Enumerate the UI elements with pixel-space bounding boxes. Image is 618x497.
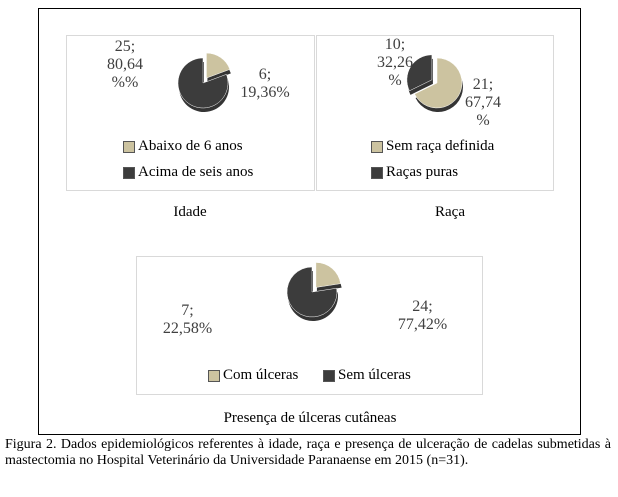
data-label-sem-raca: 21; 67,74% [465, 76, 501, 129]
pie-raca [406, 54, 463, 112]
data-label-sem-ulceras: 24; 77,42% [397, 298, 448, 333]
legend-item-racas-puras: Raças puras [371, 164, 458, 181]
legend-item-com-ulceras: Com úlceras [208, 367, 298, 384]
data-label-abaixo: 6; 19,36% [240, 66, 290, 101]
legend-swatch [123, 140, 135, 153]
chart-raca-panel [316, 35, 554, 191]
legend-swatch [208, 369, 220, 382]
legend-swatch [371, 140, 383, 153]
pie-slice-raças-puras [406, 54, 433, 92]
legend-swatch [371, 166, 383, 179]
legend-swatch [323, 369, 335, 382]
legend-item-acima: Acima de seis anos [123, 164, 253, 181]
data-label-racas-puras: 10; 32,26% [377, 36, 413, 89]
figure-caption: Figura 2. Dados epidemiológicos referent… [5, 437, 611, 468]
chart-title-idade: Idade [173, 204, 207, 220]
legend-item-sem-raca: Sem raça definida [371, 138, 494, 155]
pie-ulceras [286, 262, 342, 321]
pie-slice-com-úlceras [315, 262, 341, 288]
pie-slice-sem-úlceras [286, 266, 338, 318]
legend-item-abaixo: Abaixo de 6 anos [123, 138, 243, 155]
pie-slice-acima-de-seis-anos [177, 57, 229, 109]
data-label-com-ulceras: 7; 22,58% [162, 302, 213, 337]
legend-swatch [123, 166, 135, 179]
chart-title-raca: Raça [435, 204, 465, 220]
legend-item-sem-ulceras: Sem úlceras [323, 367, 411, 384]
chart-title-ulceras: Presença de úlceras cutâneas [223, 410, 397, 426]
figure-frame [38, 8, 581, 435]
pie-slice-sem-raça-definida [414, 57, 463, 109]
pie-slice-abaixo-de-6-anos [206, 52, 231, 79]
data-label-acima: 25; 80,64%% [107, 38, 143, 91]
pie-idade [177, 52, 231, 112]
